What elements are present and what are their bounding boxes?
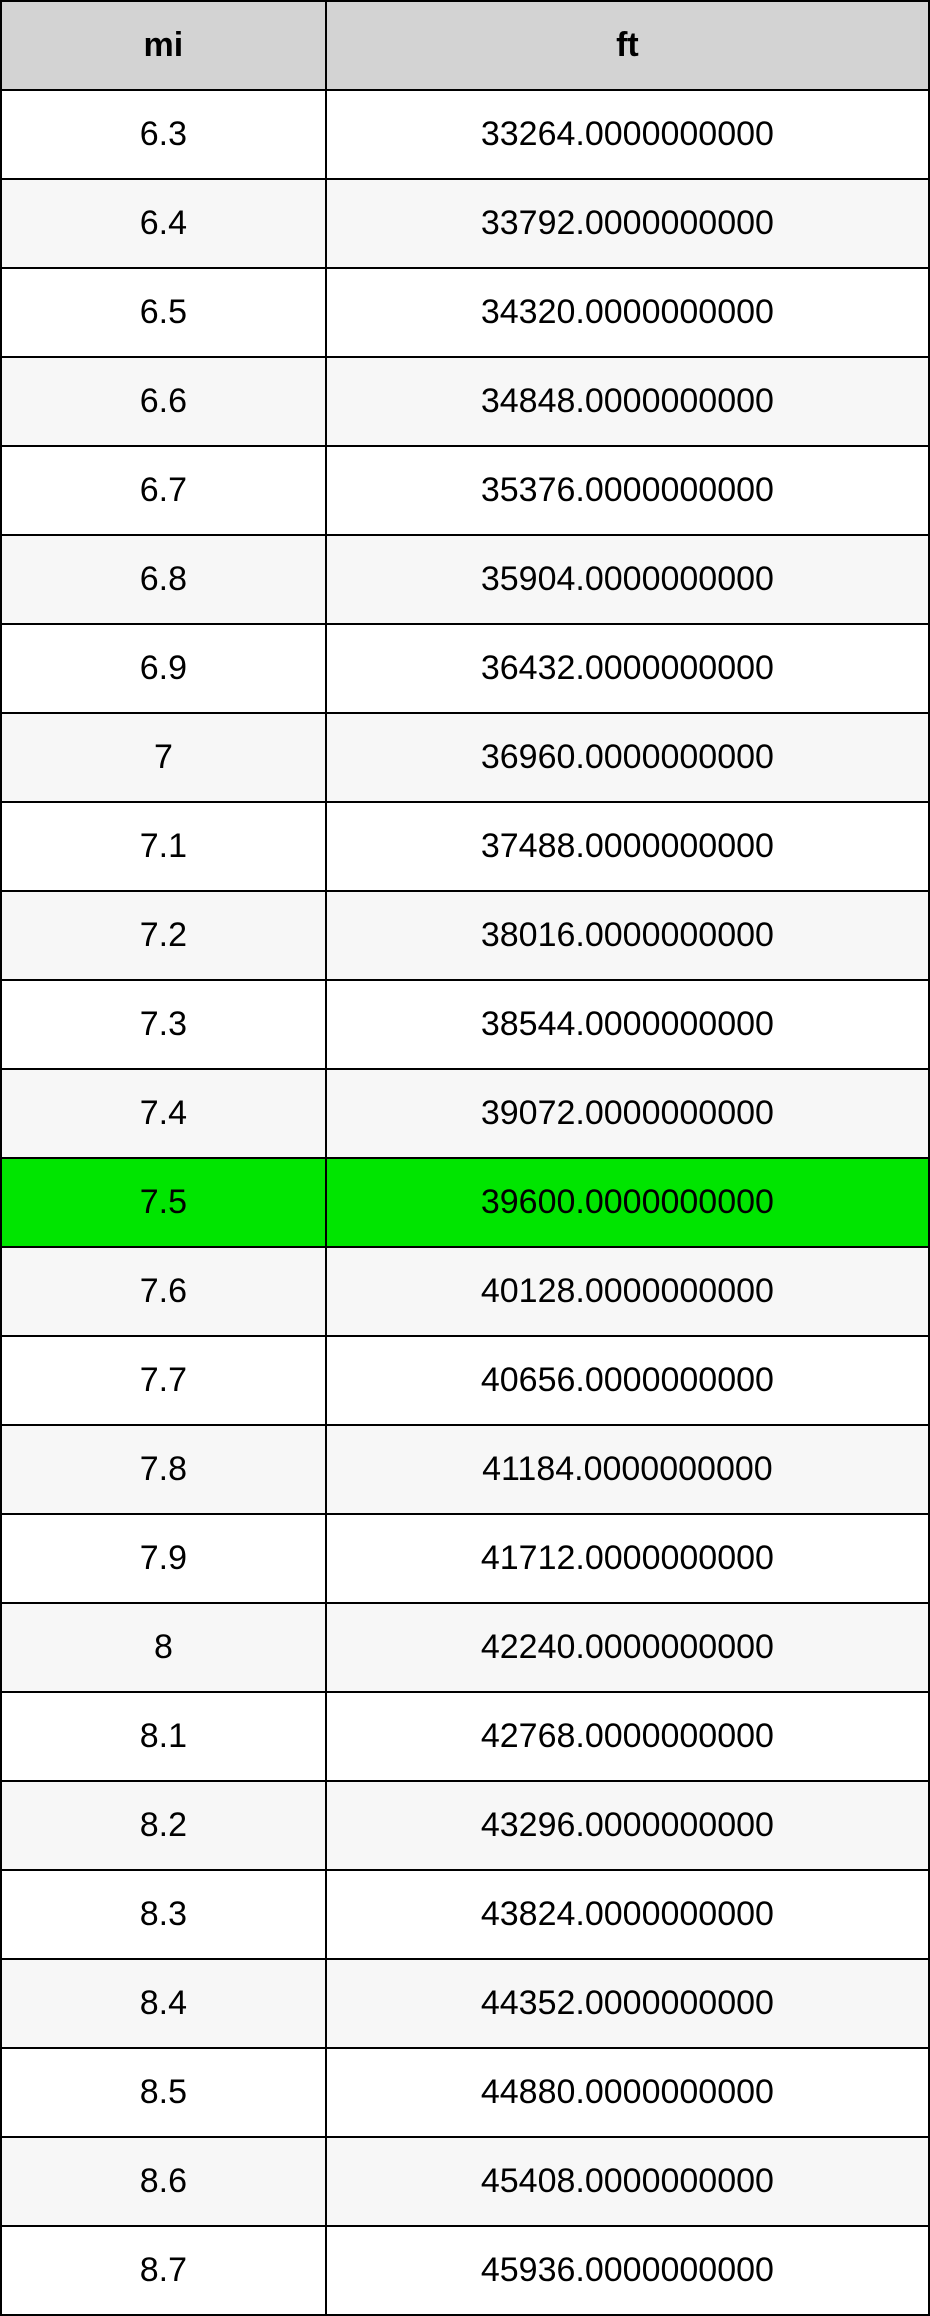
- cell-mi: 7.7: [1, 1336, 326, 1425]
- cell-ft: 34320.0000000000: [326, 268, 929, 357]
- table-row: 8.544880.0000000000: [1, 2048, 929, 2137]
- cell-ft: 33264.0000000000: [326, 90, 929, 179]
- table-row: 6.936432.0000000000: [1, 624, 929, 713]
- cell-mi: 6.9: [1, 624, 326, 713]
- cell-mi: 6.6: [1, 357, 326, 446]
- cell-ft: 43296.0000000000: [326, 1781, 929, 1870]
- column-header-ft: ft: [326, 1, 929, 90]
- cell-mi: 6.7: [1, 446, 326, 535]
- cell-ft: 39072.0000000000: [326, 1069, 929, 1158]
- table-row: 7.640128.0000000000: [1, 1247, 929, 1336]
- table-row: 7.740656.0000000000: [1, 1336, 929, 1425]
- table-row: 736960.0000000000: [1, 713, 929, 802]
- cell-ft: 34848.0000000000: [326, 357, 929, 446]
- table-row: 7.338544.0000000000: [1, 980, 929, 1069]
- cell-mi: 8.4: [1, 1959, 326, 2048]
- table-row: 6.835904.0000000000: [1, 535, 929, 624]
- cell-ft: 40128.0000000000: [326, 1247, 929, 1336]
- table-row: 7.238016.0000000000: [1, 891, 929, 980]
- cell-ft: 38016.0000000000: [326, 891, 929, 980]
- cell-mi: 7.9: [1, 1514, 326, 1603]
- table-row: 6.534320.0000000000: [1, 268, 929, 357]
- cell-mi: 7.2: [1, 891, 326, 980]
- table-row: 8.343824.0000000000: [1, 1870, 929, 1959]
- cell-mi: 6.3: [1, 90, 326, 179]
- cell-mi: 7.6: [1, 1247, 326, 1336]
- table-row: 7.841184.0000000000: [1, 1425, 929, 1514]
- table-header-row: mi ft: [1, 1, 929, 90]
- cell-ft: 44352.0000000000: [326, 1959, 929, 2048]
- table-row: 8.243296.0000000000: [1, 1781, 929, 1870]
- cell-mi: 8.2: [1, 1781, 326, 1870]
- table-row: 8.444352.0000000000: [1, 1959, 929, 2048]
- cell-mi: 7: [1, 713, 326, 802]
- cell-mi: 7.3: [1, 980, 326, 1069]
- table-row: 7.941712.0000000000: [1, 1514, 929, 1603]
- cell-mi: 6.4: [1, 179, 326, 268]
- table-row: 6.634848.0000000000: [1, 357, 929, 446]
- cell-ft: 40656.0000000000: [326, 1336, 929, 1425]
- table-row: 6.333264.0000000000: [1, 90, 929, 179]
- cell-ft: 42768.0000000000: [326, 1692, 929, 1781]
- column-header-mi: mi: [1, 1, 326, 90]
- table-row: 7.439072.0000000000: [1, 1069, 929, 1158]
- cell-ft: 35376.0000000000: [326, 446, 929, 535]
- table-row: 842240.0000000000: [1, 1603, 929, 1692]
- cell-mi: 8.5: [1, 2048, 326, 2137]
- conversion-table: mi ft 6.333264.00000000006.433792.000000…: [0, 0, 930, 2316]
- table-row: 6.433792.0000000000: [1, 179, 929, 268]
- cell-mi: 6.5: [1, 268, 326, 357]
- cell-ft: 36432.0000000000: [326, 624, 929, 713]
- cell-ft: 41712.0000000000: [326, 1514, 929, 1603]
- cell-ft: 43824.0000000000: [326, 1870, 929, 1959]
- cell-ft: 39600.0000000000: [326, 1158, 929, 1247]
- cell-mi: 8: [1, 1603, 326, 1692]
- cell-ft: 45936.0000000000: [326, 2226, 929, 2315]
- table-row: 8.645408.0000000000: [1, 2137, 929, 2226]
- table-row: 8.142768.0000000000: [1, 1692, 929, 1781]
- cell-mi: 8.3: [1, 1870, 326, 1959]
- cell-ft: 45408.0000000000: [326, 2137, 929, 2226]
- table-row: 8.745936.0000000000: [1, 2226, 929, 2315]
- cell-ft: 42240.0000000000: [326, 1603, 929, 1692]
- cell-mi: 8.6: [1, 2137, 326, 2226]
- cell-ft: 36960.0000000000: [326, 713, 929, 802]
- table-row: 7.539600.0000000000: [1, 1158, 929, 1247]
- cell-ft: 33792.0000000000: [326, 179, 929, 268]
- cell-mi: 8.1: [1, 1692, 326, 1781]
- cell-ft: 38544.0000000000: [326, 980, 929, 1069]
- cell-mi: 8.7: [1, 2226, 326, 2315]
- cell-mi: 6.8: [1, 535, 326, 624]
- cell-ft: 41184.0000000000: [326, 1425, 929, 1514]
- cell-mi: 7.4: [1, 1069, 326, 1158]
- cell-ft: 37488.0000000000: [326, 802, 929, 891]
- cell-mi: 7.5: [1, 1158, 326, 1247]
- table-row: 7.137488.0000000000: [1, 802, 929, 891]
- cell-mi: 7.8: [1, 1425, 326, 1514]
- table-body: 6.333264.00000000006.433792.00000000006.…: [1, 90, 929, 2315]
- table-row: 6.735376.0000000000: [1, 446, 929, 535]
- cell-ft: 44880.0000000000: [326, 2048, 929, 2137]
- cell-mi: 7.1: [1, 802, 326, 891]
- cell-ft: 35904.0000000000: [326, 535, 929, 624]
